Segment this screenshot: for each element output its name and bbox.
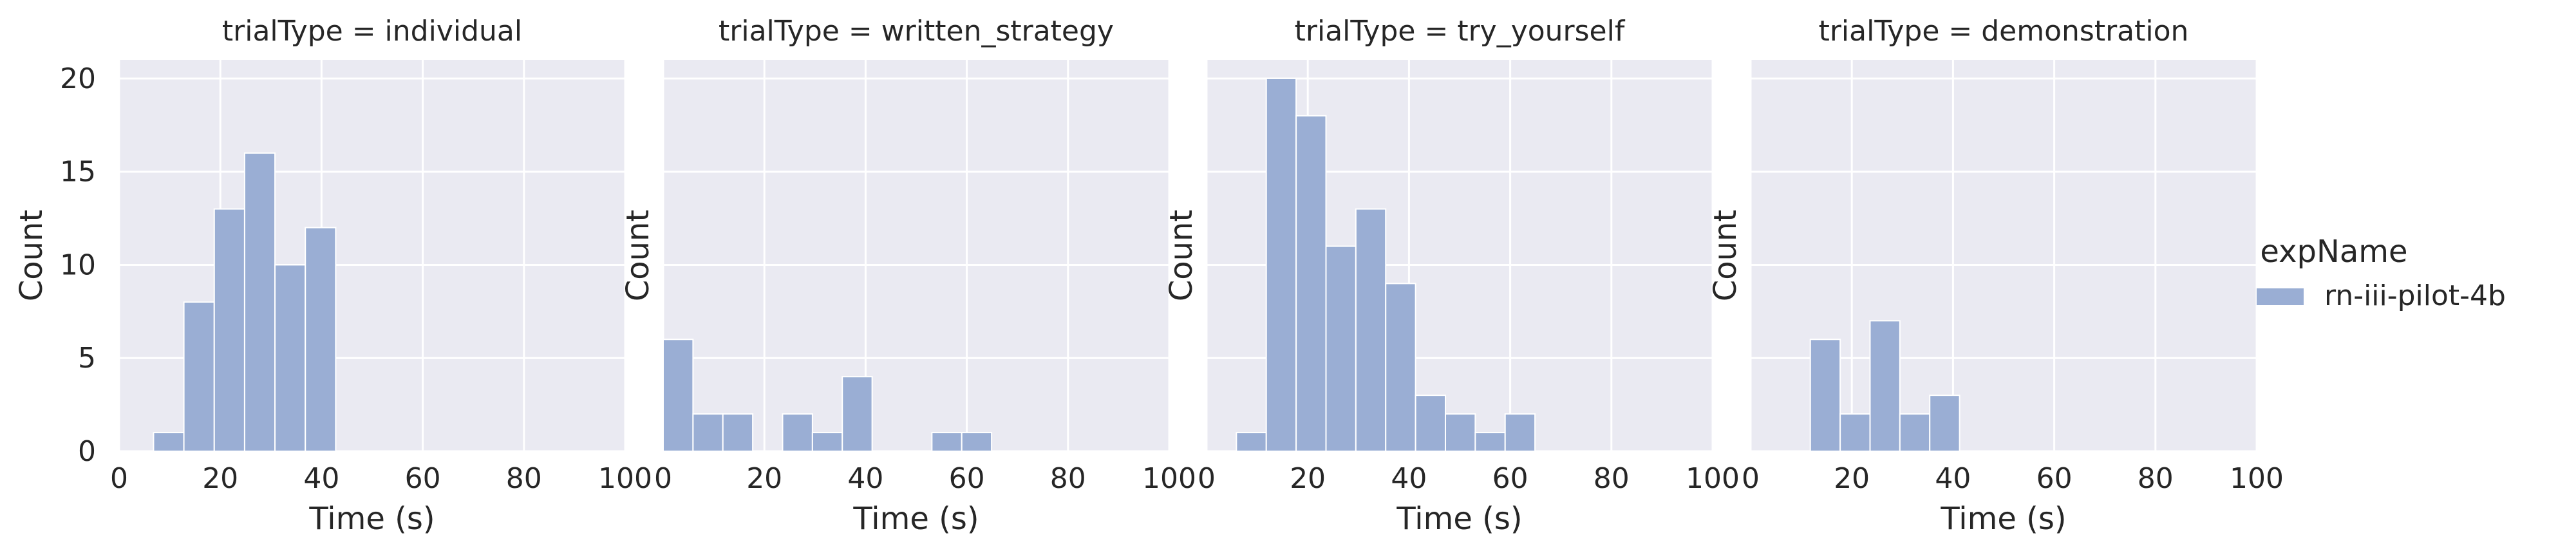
x-tick-label: 80 xyxy=(1594,462,1630,495)
x-tick-label: 0 xyxy=(1742,462,1760,495)
histogram-bar xyxy=(183,301,215,452)
histogram-bar xyxy=(663,339,694,452)
x-tick-label: 60 xyxy=(405,462,441,495)
histogram-bar xyxy=(1474,432,1506,452)
y-tick-label: 10 xyxy=(60,248,96,281)
histogram-bar xyxy=(274,264,306,452)
histogram-bar xyxy=(1265,77,1297,452)
histogram-bar xyxy=(1839,413,1871,452)
legend-entry-label: rn-iii-pilot-4b xyxy=(2324,279,2506,312)
x-tick-label: 60 xyxy=(1492,462,1528,495)
x-tick-label: 0 xyxy=(654,462,672,495)
histogram-bar xyxy=(1385,283,1416,452)
x-tick-label: 20 xyxy=(746,462,782,495)
x-tick-label: 40 xyxy=(303,462,339,495)
histogram-bar xyxy=(841,376,873,453)
x-axis-label: Time (s) xyxy=(1396,501,1522,537)
panel-title: trialType = demonstration xyxy=(1819,15,2189,48)
x-tick-label: 20 xyxy=(1290,462,1326,495)
x-tick-label: 80 xyxy=(506,462,542,495)
x-tick-label: 0 xyxy=(110,462,128,495)
x-tick-label: 40 xyxy=(1935,462,1971,495)
histogram-bar xyxy=(1869,320,1901,453)
legend-title: expName xyxy=(2260,234,2407,270)
facet-panel-1: trialType = individual 0 20 40 60 80 100 0 5 10 15… xyxy=(14,15,652,537)
facet-panel-4: trialType = demonstration 0 20 40 60 80 100 Tim… xyxy=(1707,15,2284,537)
x-tick-label: 100 xyxy=(2230,462,2284,495)
y-tick-label: 20 xyxy=(60,62,96,95)
histogram-bar xyxy=(811,432,843,452)
x-tick-label: 100 xyxy=(1142,462,1196,495)
x-axis-label: Time (s) xyxy=(308,501,435,537)
y-tick-label: 5 xyxy=(78,342,96,375)
histogram-bar xyxy=(243,152,276,452)
plot-background xyxy=(663,60,1169,451)
x-tick-label: 40 xyxy=(847,462,883,495)
y-axis-label: Count xyxy=(620,210,656,302)
legend: expName rn-iii-pilot-4b xyxy=(2257,234,2506,312)
histogram-bar xyxy=(1355,208,1387,452)
x-tick-label: 80 xyxy=(1050,462,1086,495)
x-tick-label: 60 xyxy=(949,462,985,495)
histogram-bar xyxy=(305,227,337,452)
facet-panel-2: trialType = written_strategy 0 20 40 60 80 100… xyxy=(620,15,1196,537)
histogram-bar xyxy=(1295,115,1327,453)
histogram-bar xyxy=(1809,339,1841,452)
panel-title: trialType = try_yourself xyxy=(1295,15,1626,48)
x-axis-label: Time (s) xyxy=(852,501,979,537)
y-tick-label: 0 xyxy=(78,435,96,468)
x-axis-label: Time (s) xyxy=(1940,501,2066,537)
x-tick-label: 60 xyxy=(2036,462,2073,495)
histogram-bar xyxy=(153,432,185,452)
x-tick-label: 100 xyxy=(1686,462,1740,495)
histogram-bar xyxy=(213,208,245,452)
x-tick-label: 0 xyxy=(1198,462,1216,495)
panel-title: trialType = written_strategy xyxy=(719,15,1114,48)
histogram-bar xyxy=(1444,413,1476,452)
histogram-bar xyxy=(1899,413,1931,452)
x-tick-label: 100 xyxy=(598,462,652,495)
y-tick-label: 15 xyxy=(60,156,96,189)
histogram-bar xyxy=(782,413,813,452)
histogram-bar xyxy=(1504,413,1536,452)
histogram-bar xyxy=(722,413,754,452)
histogram-bar xyxy=(1236,432,1267,452)
histogram-bar xyxy=(692,413,724,452)
x-tick-label: 80 xyxy=(2138,462,2174,495)
histogram-bar xyxy=(961,432,993,452)
histogram-bar xyxy=(1325,245,1357,452)
legend-swatch xyxy=(2257,288,2304,305)
x-tick-label: 20 xyxy=(1834,462,1870,495)
histogram-bar xyxy=(1415,395,1446,453)
panel-title: trialType = individual xyxy=(222,15,522,48)
x-tick-label: 20 xyxy=(202,462,238,495)
x-tick-label: 40 xyxy=(1391,462,1427,495)
y-axis-label: Count xyxy=(1707,210,1744,302)
y-axis-label: Count xyxy=(1163,210,1199,302)
histogram-bar xyxy=(931,432,963,452)
facet-panel-3: trialType = try_yourself 0 20 40 60 80 100 Time… xyxy=(1163,15,1740,537)
y-axis-label: Count xyxy=(14,210,50,302)
histogram-bar xyxy=(1929,395,1960,453)
